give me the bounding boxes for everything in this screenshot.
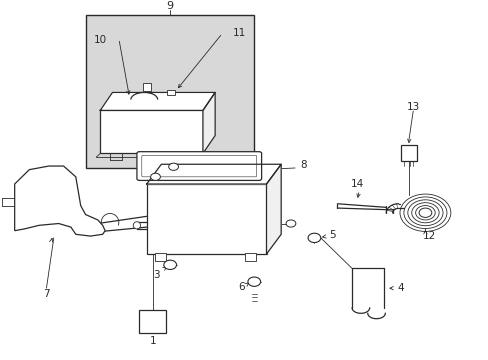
Circle shape xyxy=(307,233,320,243)
Bar xyxy=(143,84,150,91)
Text: 6: 6 xyxy=(238,283,245,292)
Text: 13: 13 xyxy=(406,102,419,112)
Text: 10: 10 xyxy=(94,35,106,45)
Bar xyxy=(155,253,165,261)
Circle shape xyxy=(285,220,295,227)
Polygon shape xyxy=(266,164,281,254)
Bar xyxy=(245,253,256,261)
Polygon shape xyxy=(15,166,105,236)
Text: 3: 3 xyxy=(153,270,160,280)
Polygon shape xyxy=(203,93,215,153)
Bar xyxy=(167,90,175,95)
Text: 9: 9 xyxy=(166,1,173,11)
Text: 2: 2 xyxy=(162,153,168,163)
Bar xyxy=(400,144,416,161)
Text: 5: 5 xyxy=(328,230,335,240)
Ellipse shape xyxy=(133,222,141,229)
FancyBboxPatch shape xyxy=(137,152,261,180)
Circle shape xyxy=(150,173,160,180)
Circle shape xyxy=(418,208,431,217)
Text: 12: 12 xyxy=(422,231,435,241)
Bar xyxy=(146,184,266,254)
Polygon shape xyxy=(146,164,281,184)
Text: 14: 14 xyxy=(349,179,363,189)
Circle shape xyxy=(163,260,176,270)
Text: 8: 8 xyxy=(299,160,306,170)
Circle shape xyxy=(168,163,178,170)
Bar xyxy=(100,111,203,153)
Text: 1: 1 xyxy=(149,336,156,346)
Text: 11: 11 xyxy=(232,28,246,38)
Text: 4: 4 xyxy=(397,283,404,293)
Circle shape xyxy=(247,277,260,286)
Polygon shape xyxy=(100,93,215,111)
Text: 7: 7 xyxy=(43,289,50,298)
Bar xyxy=(85,15,254,168)
FancyBboxPatch shape xyxy=(142,155,256,177)
Bar xyxy=(139,310,166,333)
